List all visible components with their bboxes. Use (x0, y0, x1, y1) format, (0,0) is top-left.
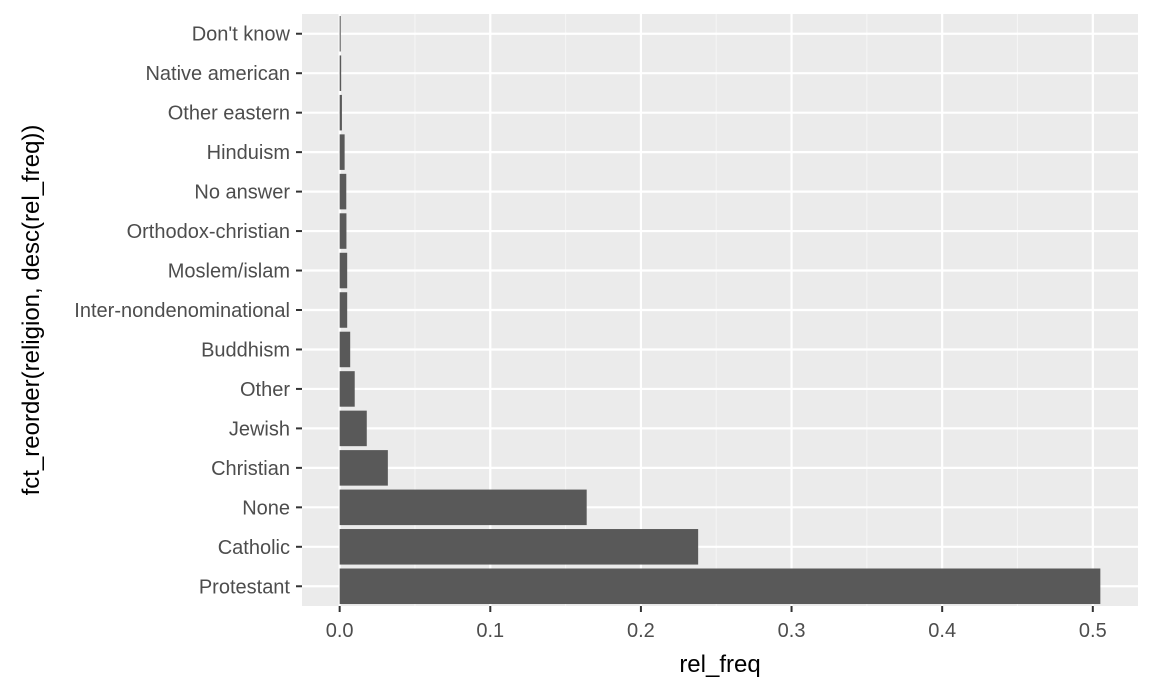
y-axis-title: fct_reorder(religion, desc(rel_freq)) (18, 125, 45, 496)
y-axis: Protestant Catholic None Christian Jewish Oth… (74, 24, 302, 598)
x-tick-label: 0.4 (928, 620, 956, 642)
bar (339, 252, 348, 289)
bar (339, 331, 351, 368)
y-tick-label: Other (240, 379, 290, 401)
y-tick-label: Orthodox-christian (127, 221, 290, 243)
y-tick-label: No answer (194, 182, 290, 204)
y-tick-label: Hinduism (207, 142, 290, 164)
bar (339, 450, 388, 486)
bar (339, 371, 355, 407)
bar (339, 292, 348, 328)
bar (339, 568, 1101, 605)
bar (339, 15, 341, 52)
y-tick-label: Moslem/islam (168, 261, 290, 283)
major-gridlines (302, 14, 1138, 606)
bar (339, 134, 345, 170)
bar (339, 55, 342, 91)
x-tick-label: 0.3 (778, 620, 806, 642)
y-tick-label: Buddhism (201, 339, 290, 361)
y-tick-label: Protestant (199, 576, 291, 598)
x-tick-label: 0.2 (627, 620, 655, 642)
bar (339, 94, 342, 131)
bar (339, 213, 347, 249)
y-tick-label: Don't know (192, 24, 291, 46)
x-tick-label: 0.1 (476, 620, 504, 642)
y-tick-label: Catholic (218, 537, 290, 559)
bar (339, 529, 699, 565)
x-axis-title: rel_freq (679, 651, 760, 678)
y-tick-label: Christian (211, 458, 290, 480)
y-tick-label: Inter-nondenominational (74, 300, 290, 322)
y-tick-label: Other eastern (168, 103, 290, 125)
y-tick-label: Native american (145, 63, 290, 85)
y-tick-label: None (242, 497, 290, 519)
bar (339, 489, 587, 526)
y-tick-label: Jewish (229, 418, 290, 440)
bar (339, 410, 367, 447)
bar (339, 173, 347, 210)
x-axis: 0.0 0.1 0.2 0.3 0.4 0.5 (326, 606, 1107, 642)
x-tick-label: 0.5 (1079, 620, 1107, 642)
bars (339, 15, 1101, 605)
x-tick-label: 0.0 (326, 620, 354, 642)
